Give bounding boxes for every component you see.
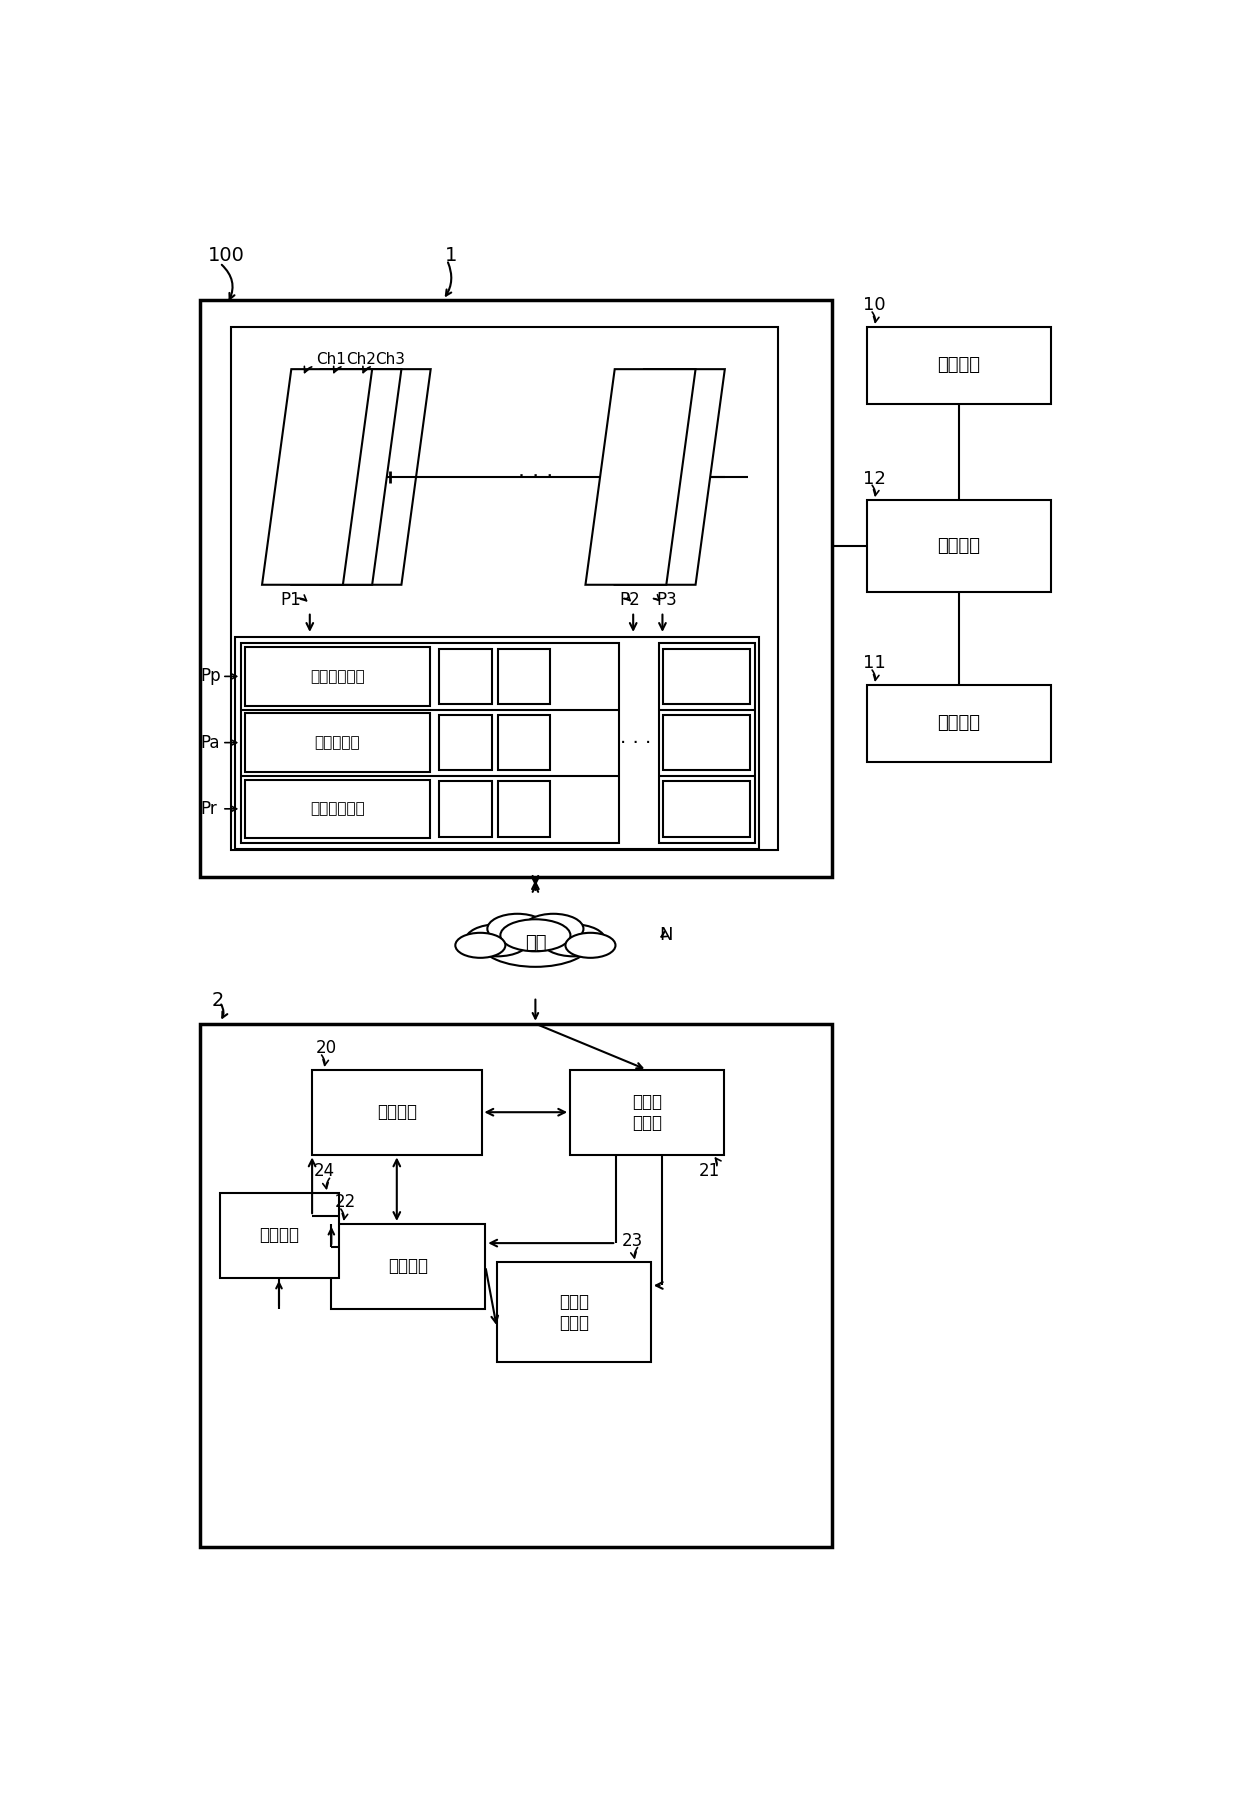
Text: 24: 24	[314, 1162, 335, 1180]
Ellipse shape	[465, 925, 529, 956]
Text: 22: 22	[335, 1194, 356, 1212]
Text: N: N	[660, 927, 673, 945]
Text: 管理者回复区: 管理者回复区	[310, 801, 365, 816]
Ellipse shape	[487, 914, 547, 943]
Text: 输入机构: 输入机构	[259, 1226, 299, 1244]
Bar	[219, 1192, 339, 1278]
Bar	[331, 1225, 485, 1309]
Polygon shape	[585, 369, 696, 585]
Text: Ch3: Ch3	[374, 353, 405, 368]
Text: 1: 1	[444, 246, 456, 265]
Text: 23: 23	[622, 1232, 644, 1250]
Text: 21: 21	[699, 1162, 720, 1180]
Bar	[439, 649, 491, 705]
Text: P1: P1	[280, 592, 301, 610]
Text: 100: 100	[208, 246, 246, 265]
Ellipse shape	[455, 932, 506, 957]
Bar	[439, 715, 491, 771]
Bar	[242, 644, 619, 843]
Bar	[236, 637, 759, 848]
Bar	[201, 1024, 832, 1547]
Ellipse shape	[565, 932, 615, 957]
Bar	[867, 685, 1052, 762]
Text: 处理单元: 处理单元	[937, 538, 981, 556]
Text: 网络: 网络	[525, 934, 546, 952]
Bar	[439, 782, 491, 837]
Polygon shape	[321, 369, 430, 585]
Bar	[867, 500, 1052, 592]
Text: 访客互动区: 访客互动区	[315, 735, 361, 749]
Text: 节目播
放机构: 节目播 放机构	[559, 1293, 589, 1332]
Text: Pp: Pp	[201, 667, 221, 685]
Polygon shape	[262, 369, 372, 585]
Text: · · ·: · · ·	[518, 466, 553, 488]
Bar	[570, 1070, 724, 1155]
Bar	[231, 326, 777, 850]
Ellipse shape	[542, 925, 605, 956]
Bar	[246, 714, 430, 771]
Bar	[663, 782, 750, 837]
Bar	[497, 649, 551, 705]
Text: 11: 11	[863, 654, 885, 672]
Ellipse shape	[523, 914, 584, 943]
Text: 处理单元: 处理单元	[377, 1103, 417, 1121]
Text: 10: 10	[863, 296, 885, 314]
Bar	[497, 782, 551, 837]
Polygon shape	[615, 369, 725, 585]
Bar	[658, 644, 755, 843]
Text: 2: 2	[212, 992, 224, 1009]
Bar	[312, 1070, 481, 1155]
Ellipse shape	[501, 920, 570, 952]
Bar	[663, 715, 750, 771]
Bar	[497, 715, 551, 771]
Text: Ch2: Ch2	[346, 353, 376, 368]
Text: · · ·: · · ·	[620, 733, 651, 753]
Text: 记忆单元: 记忆单元	[937, 357, 981, 375]
Bar	[497, 1262, 651, 1363]
Text: 多媒体播放区: 多媒体播放区	[310, 669, 365, 683]
Text: 12: 12	[863, 470, 885, 488]
Text: Pr: Pr	[201, 800, 217, 818]
Text: 20: 20	[316, 1040, 337, 1058]
Bar	[246, 647, 430, 706]
Polygon shape	[291, 369, 402, 585]
Text: Ch1: Ch1	[316, 353, 346, 368]
Text: P3: P3	[656, 592, 677, 610]
Text: 登入构件: 登入构件	[937, 714, 981, 732]
Text: 平台连
结机构: 平台连 结机构	[632, 1092, 662, 1131]
Text: P2: P2	[619, 592, 640, 610]
Bar	[663, 649, 750, 705]
Bar	[246, 780, 430, 837]
Text: 切换机构: 切换机构	[388, 1257, 428, 1275]
Bar	[201, 299, 832, 877]
Bar	[867, 326, 1052, 403]
Ellipse shape	[480, 918, 590, 966]
Text: Pa: Pa	[201, 733, 219, 751]
